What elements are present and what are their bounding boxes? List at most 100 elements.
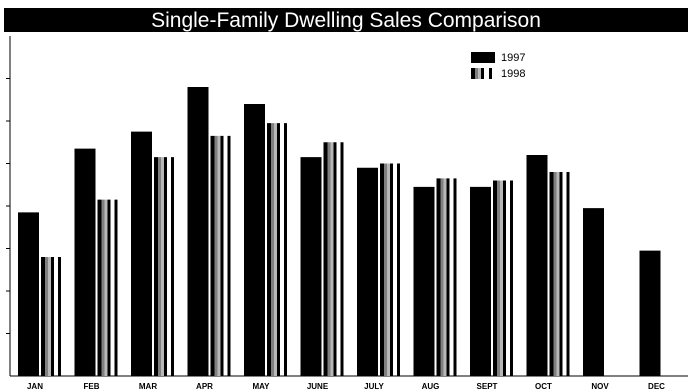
legend: 1997 1998 — [471, 52, 525, 80]
bar-1998-stripe-dark-2 — [503, 180, 506, 376]
bar-1997-feb — [74, 148, 96, 376]
bar-1998-stripe-mid — [45, 257, 48, 376]
legend-label-1998: 1998 — [501, 68, 525, 80]
bar-1998-stripe-light — [330, 142, 334, 376]
bar-1998-stripe-thin — [340, 142, 344, 376]
bar-1998-stripe-thin — [453, 178, 457, 376]
bar-1998-stripe-dark — [380, 163, 384, 376]
bar-1997-sept — [470, 186, 491, 376]
bar-1998-stripe-mid — [497, 180, 500, 376]
x-tick-label-july: JULY — [364, 382, 384, 391]
bar-1997-july — [357, 167, 378, 376]
legend-swatch-1998 — [471, 68, 492, 79]
legend-swatch-1998-light — [478, 68, 481, 79]
y-axis — [6, 36, 11, 376]
bar-1997-june — [300, 157, 322, 376]
legend-swatch-1998-dark-2 — [481, 68, 484, 79]
bar-1997-may — [244, 104, 265, 376]
bar-1997-mar — [131, 131, 152, 376]
x-tick-label-sept: SEPT — [477, 382, 498, 391]
bar-1998-stripe-thin — [114, 199, 118, 376]
bar-1998-feb — [97, 199, 118, 376]
x-tick-label-may: MAY — [252, 382, 270, 391]
bar-1998-sept — [493, 180, 513, 376]
bar-1997-dec — [639, 250, 661, 376]
x-tick-label-june: JUNE — [307, 382, 329, 391]
legend-label-1997: 1997 — [501, 52, 525, 64]
bar-1998-stripe-mid — [271, 123, 274, 376]
bar-1998-june — [323, 142, 344, 376]
bar-1998-stripe-light — [217, 135, 221, 376]
bar-1998-stripe-dark-2 — [390, 163, 393, 376]
bar-1998-stripe-light — [104, 199, 108, 376]
bar-1998-stripe-dark — [323, 142, 328, 376]
bar-1998-stripe-dark — [549, 172, 554, 376]
bar-1997-apr — [187, 87, 209, 376]
bar-1998-stripe-thin — [397, 163, 400, 376]
x-tick-label-nov: NOV — [591, 382, 609, 391]
bar-1998-stripe-dark-2 — [333, 142, 337, 376]
bar-1998-stripe-dark — [267, 123, 271, 376]
bar-1998-stripe-dark — [436, 178, 441, 376]
bar-1997-aug — [413, 186, 435, 376]
bar-1998-stripe-dark-2 — [107, 199, 111, 376]
bar-1998-aug — [436, 178, 457, 376]
bar-1998-stripe-mid — [327, 142, 331, 376]
bar-1998-stripe-dark-2 — [559, 172, 563, 376]
bar-1998-stripe-thin — [227, 135, 231, 376]
legend-swatch-1998-dark — [471, 68, 475, 79]
bar-1998-stripe-dark-2 — [446, 178, 450, 376]
x-tick-label-oct: OCT — [535, 382, 552, 391]
bar-1998-stripe-thin — [284, 123, 287, 376]
bar-1998-stripe-light — [48, 257, 51, 376]
bar-1998-stripe-dark — [154, 157, 158, 376]
bar-1998-stripe-mid — [384, 163, 387, 376]
x-tick-label-feb: FEB — [84, 382, 100, 391]
bar-1998-july — [380, 163, 400, 376]
x-tick-label-apr: APR — [196, 382, 213, 391]
bar-1998-oct — [549, 172, 570, 376]
legend-swatch-1998-mid — [475, 68, 478, 79]
bar-1998-stripe-light — [161, 157, 164, 376]
bar-1998-stripe-thin — [171, 157, 174, 376]
bar-1998-stripe-thin — [58, 257, 61, 376]
chart-title: Single-Family Dwelling Sales Comparison — [151, 9, 541, 32]
bar-1998-stripe-dark — [97, 199, 102, 376]
title-bar — [4, 8, 688, 32]
bar-1998-stripe-dark — [493, 180, 497, 376]
bar-1998-stripe-light — [443, 178, 447, 376]
x-tick-label-mar: MAR — [139, 382, 157, 391]
bar-1998-may — [267, 123, 287, 376]
bar-1998-stripe-dark-2 — [220, 135, 224, 376]
x-tick-label-aug: AUG — [422, 382, 440, 391]
bar-1998-stripe-light — [556, 172, 560, 376]
x-tick-label-jan: JAN — [27, 382, 43, 391]
legend-swatch-1997 — [471, 52, 495, 63]
bar-1998-stripe-light — [500, 180, 503, 376]
x-axis: JAN FEB MAR APR MAY JUNE JULY AUG SEPT OCT NOV DEC — [10, 375, 688, 391]
x-tick-label-dec: DEC — [648, 382, 665, 391]
bar-1998-stripe-light — [274, 123, 277, 376]
bar-1998-stripe-mid — [553, 172, 557, 376]
bar-1998-stripe-thin — [510, 180, 513, 376]
bar-1998-stripe-mid — [158, 157, 161, 376]
bar-1998-stripe-thin — [566, 172, 570, 376]
bar-1998-stripe-dark — [210, 135, 215, 376]
bar-1997-oct — [526, 155, 548, 376]
bar-1998-mar — [154, 157, 174, 376]
bar-1998-apr — [210, 135, 231, 376]
bar-1998-stripe-dark-2 — [164, 157, 167, 376]
bar-1997-jan — [18, 212, 39, 376]
bar-1998-stripe-dark-2 — [51, 257, 54, 376]
bars — [18, 87, 661, 376]
bar-1998-stripe-mid — [440, 178, 444, 376]
bar-1998-stripe-dark-2 — [277, 123, 280, 376]
bar-1998-jan — [41, 257, 61, 376]
legend-swatch-1998-thin — [489, 68, 492, 79]
bar-1997-nov — [583, 208, 604, 376]
bar-1998-stripe-dark — [41, 257, 45, 376]
bar-1998-stripe-mid — [214, 135, 218, 376]
bar-1998-stripe-mid — [101, 199, 105, 376]
